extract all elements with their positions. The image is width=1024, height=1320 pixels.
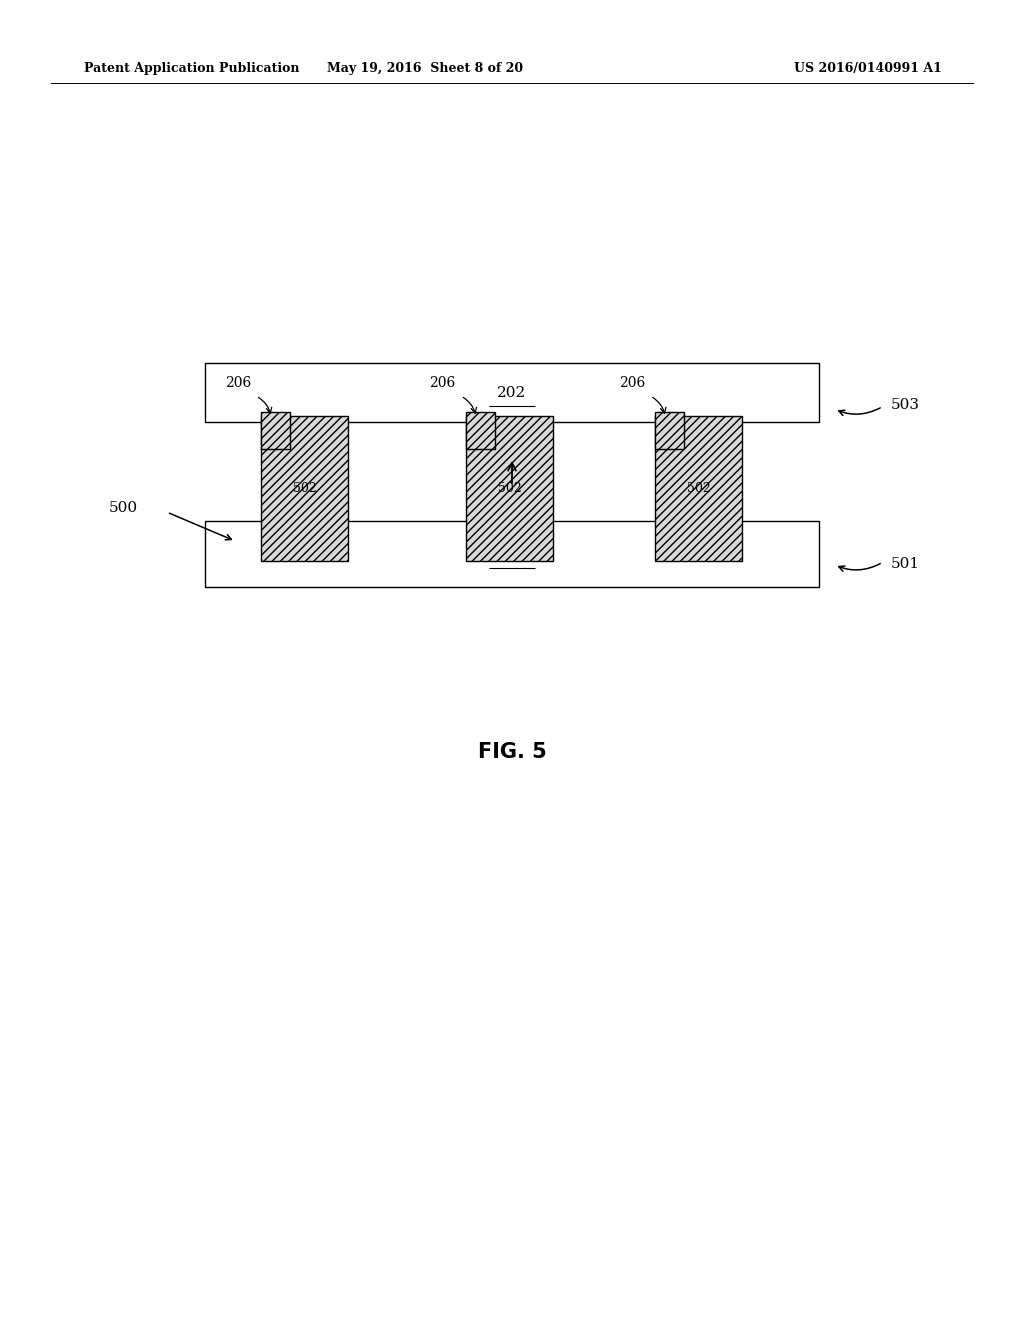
Bar: [466, 416, 553, 561]
Text: 501: 501: [891, 557, 920, 570]
Text: 206: 206: [224, 376, 251, 389]
Bar: [261, 412, 290, 449]
Text: 206: 206: [429, 376, 456, 389]
Text: 502: 502: [293, 482, 316, 495]
Text: US 2016/0140991 A1: US 2016/0140991 A1: [795, 62, 942, 75]
Bar: [466, 412, 495, 449]
Text: 206: 206: [618, 376, 645, 389]
Text: 500: 500: [110, 502, 138, 515]
Bar: [655, 412, 684, 449]
Text: FIG. 5: FIG. 5: [477, 742, 547, 763]
Text: 503: 503: [891, 399, 920, 412]
Text: Patent Application Publication: Patent Application Publication: [84, 62, 299, 75]
Bar: [205, 363, 819, 422]
Bar: [655, 416, 742, 561]
Text: 202: 202: [498, 548, 526, 561]
Text: 202: 202: [498, 385, 526, 400]
Text: 502: 502: [498, 482, 521, 495]
Bar: [205, 521, 819, 587]
Bar: [261, 416, 348, 561]
Text: 502: 502: [687, 482, 711, 495]
Text: May 19, 2016  Sheet 8 of 20: May 19, 2016 Sheet 8 of 20: [327, 62, 523, 75]
